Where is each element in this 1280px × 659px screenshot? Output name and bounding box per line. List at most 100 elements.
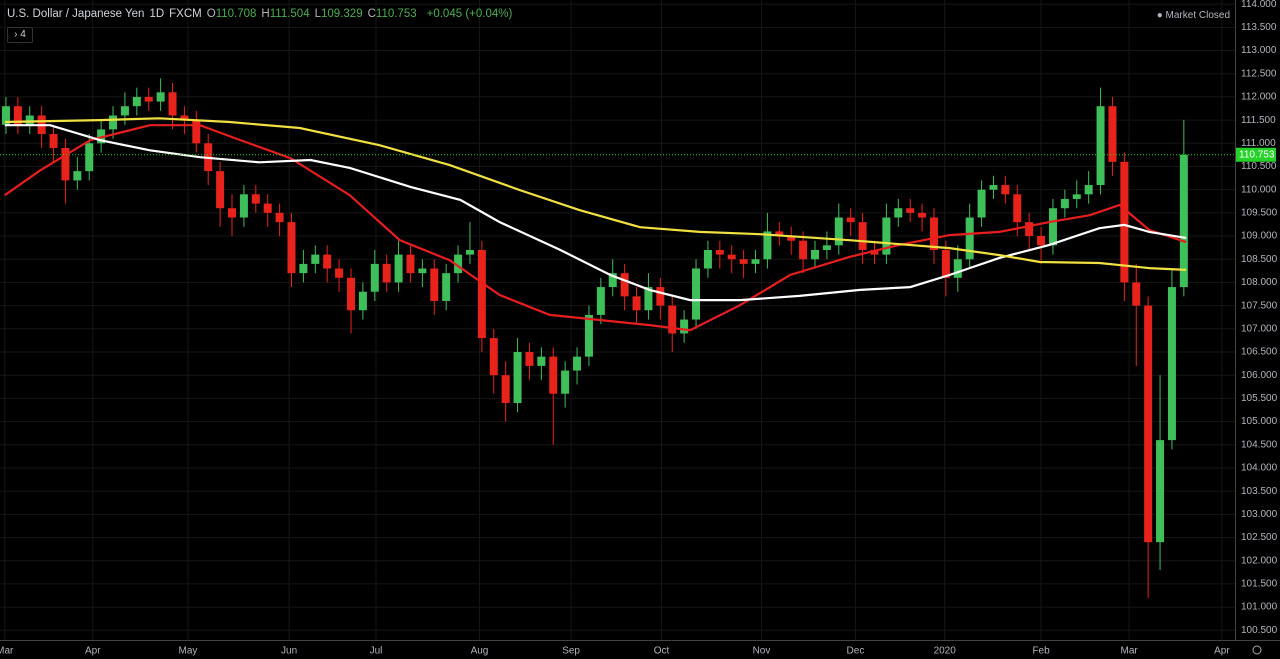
candle-body bbox=[537, 356, 546, 366]
y-tick-label: 105.000 bbox=[1241, 416, 1278, 427]
ohlc-value: 110.708 bbox=[215, 8, 257, 20]
candle-body bbox=[584, 314, 593, 357]
candle-body bbox=[311, 254, 320, 264]
candle-body bbox=[1060, 198, 1069, 209]
x-tick-label: Mar bbox=[1120, 646, 1138, 657]
moving-average bbox=[4, 124, 1187, 302]
candle-body bbox=[965, 217, 974, 260]
y-tick-label: 112.000 bbox=[1241, 92, 1277, 103]
interval: 1D bbox=[149, 8, 165, 20]
settings-icon[interactable] bbox=[1252, 645, 1262, 655]
candle-body bbox=[834, 217, 843, 246]
y-tick-label: 110.500 bbox=[1241, 161, 1277, 172]
x-tick-label: Aug bbox=[471, 646, 489, 657]
y-tick-label: 108.000 bbox=[1241, 277, 1278, 288]
candle-body bbox=[953, 259, 962, 278]
y-tick-label: 104.000 bbox=[1241, 463, 1278, 474]
header: U.S. Dollar / Japanese Yen 1D FXCM O110.708… bbox=[7, 8, 517, 20]
candle-body bbox=[799, 240, 808, 260]
candle-body bbox=[1037, 236, 1046, 246]
candle-body bbox=[430, 268, 439, 301]
candle-body bbox=[61, 147, 70, 181]
candle-body bbox=[25, 115, 34, 125]
market-status: ● Market Closed bbox=[1156, 10, 1230, 21]
ohlc-key: C bbox=[367, 8, 376, 20]
candle-body bbox=[549, 356, 558, 394]
y-tick-label: 106.500 bbox=[1241, 347, 1278, 358]
candle-body bbox=[13, 106, 22, 125]
x-tick-label: Feb bbox=[1032, 646, 1050, 657]
candle-body bbox=[489, 338, 498, 376]
y-tick-label: 110.000 bbox=[1241, 184, 1277, 195]
candle-body bbox=[120, 106, 129, 116]
candle-body bbox=[144, 96, 153, 102]
candle-body bbox=[156, 92, 165, 102]
candle-body bbox=[513, 352, 522, 404]
y-tick-label: 111.000 bbox=[1241, 138, 1276, 149]
candle-body bbox=[1108, 106, 1117, 162]
y-tick-label: 107.500 bbox=[1241, 300, 1278, 311]
candle-body bbox=[442, 273, 451, 301]
indicators-toggle[interactable]: › 4 bbox=[7, 27, 33, 43]
candle-body bbox=[275, 212, 284, 223]
ohlc-key: O bbox=[206, 8, 216, 20]
y-tick-label: 113.500 bbox=[1241, 22, 1277, 33]
candle-body bbox=[1179, 154, 1188, 288]
candle-body bbox=[228, 208, 237, 218]
candle-body bbox=[858, 222, 867, 250]
candle-body bbox=[382, 263, 391, 283]
moving-average bbox=[4, 124, 1187, 332]
candle-body bbox=[1013, 194, 1022, 223]
candle-body bbox=[525, 352, 534, 366]
candle-body bbox=[335, 268, 344, 278]
candle-body bbox=[299, 263, 308, 274]
ohlc: O110.708 H111.504 L109.329 C110.753 bbox=[207, 8, 422, 20]
candle-body bbox=[73, 171, 82, 181]
plot bbox=[0, 0, 1235, 640]
exchange: FXCM bbox=[169, 8, 202, 20]
candle-body bbox=[1132, 282, 1141, 306]
ohlc-key: L bbox=[314, 8, 322, 20]
candle-body bbox=[561, 370, 570, 394]
y-tick-label: 113.000 bbox=[1241, 45, 1277, 56]
y-tick-label: 111.500 bbox=[1241, 115, 1276, 126]
candle-body bbox=[608, 273, 617, 288]
candle-body bbox=[918, 212, 927, 218]
x-tick-label: Jul bbox=[370, 646, 383, 657]
candle-body bbox=[668, 305, 677, 334]
candle-body bbox=[370, 263, 379, 292]
candle-body bbox=[739, 259, 748, 264]
y-tick-label: 103.000 bbox=[1241, 509, 1278, 520]
candle-body bbox=[85, 143, 94, 172]
candle-body bbox=[894, 208, 903, 218]
candle-body bbox=[168, 92, 177, 116]
x-tick-label: May bbox=[179, 646, 198, 657]
candle-body bbox=[180, 115, 189, 121]
candle-body bbox=[263, 203, 272, 213]
indicator-count: 4 bbox=[20, 29, 26, 40]
candle-body bbox=[620, 273, 629, 297]
candle-body bbox=[501, 375, 510, 404]
candle-body bbox=[251, 194, 260, 204]
x-tick-label: Jun bbox=[281, 646, 297, 657]
candle-body bbox=[49, 134, 58, 148]
candle-body bbox=[882, 217, 891, 255]
x-tick-label: Mar bbox=[0, 646, 14, 657]
y-tick-label: 109.000 bbox=[1241, 231, 1278, 242]
candle-body bbox=[644, 287, 653, 311]
candle-body bbox=[1096, 106, 1105, 186]
candle-body bbox=[406, 254, 415, 274]
candle-body bbox=[787, 236, 796, 241]
candle-body bbox=[358, 291, 367, 311]
candle-body bbox=[656, 287, 665, 306]
candle-body bbox=[132, 96, 141, 107]
y-tick-label: 114.000 bbox=[1241, 0, 1277, 10]
candle-body bbox=[929, 217, 938, 250]
y-tick-label: 102.500 bbox=[1241, 532, 1278, 543]
candle-body bbox=[346, 277, 355, 311]
x-tick-label: Apr bbox=[1214, 646, 1230, 657]
candle-body bbox=[1144, 305, 1153, 543]
candle-body bbox=[703, 249, 712, 269]
